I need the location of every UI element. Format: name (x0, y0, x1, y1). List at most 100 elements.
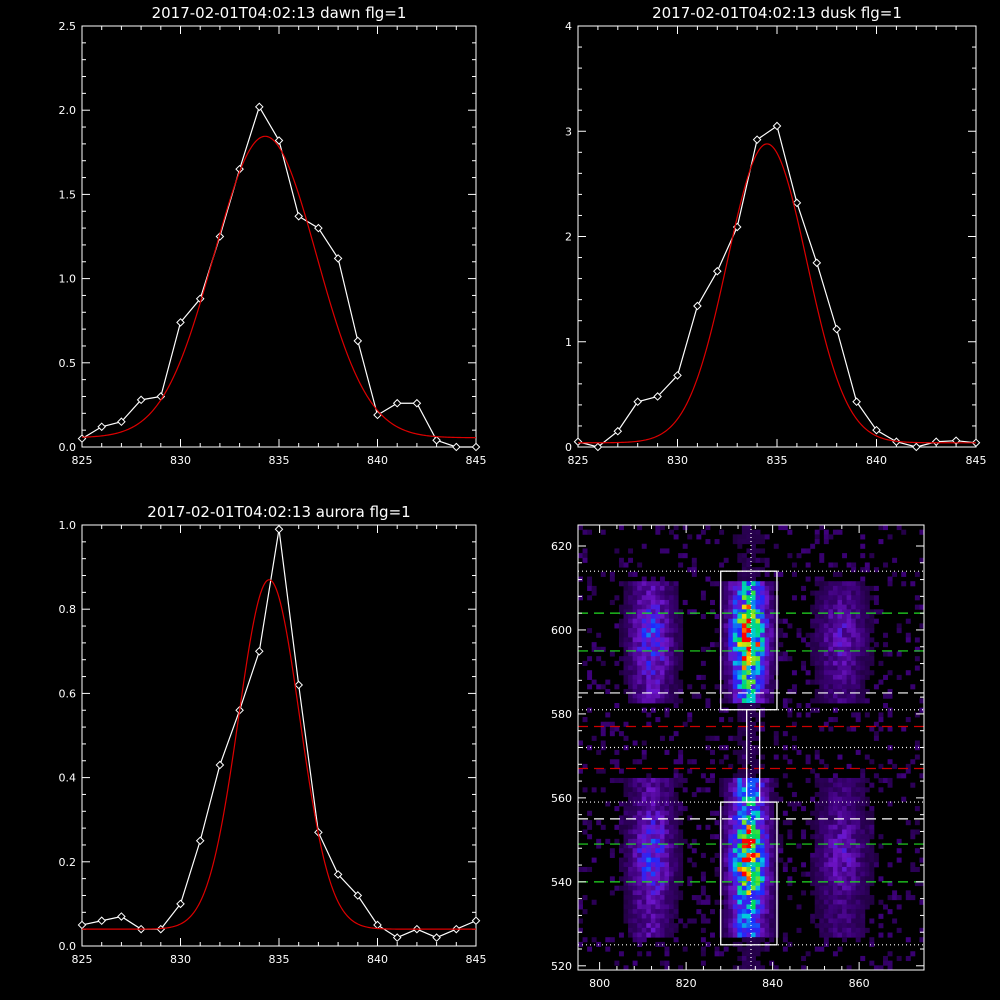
heatmap-cell (751, 918, 756, 924)
heatmap-cell (659, 834, 665, 840)
heatmap-cell (741, 923, 747, 929)
heatmap-cell (855, 637, 861, 643)
heatmap-cell (628, 852, 634, 858)
heatmap-cell (851, 923, 857, 929)
heatmap-cell (623, 642, 629, 648)
heatmap-cell (851, 604, 857, 610)
heatmap-cell (864, 665, 870, 671)
heatmap-cell (623, 820, 629, 826)
heatmap-cell (641, 670, 647, 676)
heatmap-cell (910, 782, 916, 788)
heatmap-cell (855, 660, 861, 666)
heatmap-cell (837, 628, 843, 634)
heatmap-cell (628, 693, 634, 699)
heatmap-cell (741, 679, 747, 685)
heatmap-cell (741, 848, 747, 854)
heatmap-cell (751, 913, 756, 919)
heatmap-cell (746, 801, 752, 807)
heatmap-cell (746, 787, 752, 793)
heatmap-cell (650, 777, 656, 784)
heatmap-cell (710, 581, 715, 587)
heatmap-cell (837, 913, 843, 919)
heatmap-cell (773, 895, 779, 901)
heatmap-cell (678, 679, 684, 685)
heatmap-cell (791, 670, 797, 676)
heatmap-cell (637, 834, 643, 840)
heatmap-cell (628, 787, 634, 793)
x-tick-label: 825 (72, 953, 93, 966)
heatmap-cell (710, 834, 715, 840)
heatmap-cell (719, 777, 725, 784)
heatmap-cell (860, 679, 866, 685)
heatmap-cell (628, 820, 634, 826)
heatmap-cell (664, 810, 670, 816)
heatmap-cell (832, 679, 838, 685)
heatmap-cell (864, 642, 870, 648)
heatmap-cell (814, 876, 820, 882)
heatmap-cell (855, 632, 861, 638)
heatmap-cell (728, 735, 734, 741)
heatmap-cell (751, 951, 756, 957)
heatmap-cell (741, 885, 747, 891)
heatmap-cell (842, 923, 847, 929)
heatmap-cell (914, 806, 920, 812)
heatmap-cell (846, 866, 852, 873)
heatmap-cell (832, 838, 838, 844)
heatmap-cell (751, 595, 756, 601)
heatmap-cell (632, 801, 638, 807)
heatmap-cell (769, 628, 775, 634)
heatmap-cell (869, 726, 875, 732)
heatmap-cell (623, 595, 629, 601)
heatmap-cell (837, 698, 843, 704)
heatmap-cell (878, 923, 884, 929)
heatmap-cell (673, 525, 679, 531)
heatmap-cell (637, 937, 643, 943)
heatmap-cell (746, 637, 752, 643)
heatmap-cell (655, 698, 661, 704)
heatmap-cell (805, 548, 811, 554)
heatmap-cell (760, 628, 766, 634)
heatmap-cell (851, 782, 857, 788)
heatmap-cell (860, 599, 866, 606)
heatmap-cell (778, 618, 784, 624)
heatmap-cell (632, 642, 638, 648)
heatmap-cell (700, 646, 706, 652)
heatmap-cell (855, 838, 861, 844)
heatmap-cell (828, 726, 834, 732)
heatmap-cell (628, 698, 634, 704)
y-tick-label: 0.2 (59, 856, 77, 869)
heatmap-cell (832, 614, 838, 620)
heatmap-cell (851, 646, 857, 652)
heatmap-cell (864, 614, 870, 620)
heatmap-cell (618, 581, 624, 587)
heatmap-cell (591, 642, 597, 648)
heatmap-cell (842, 642, 847, 648)
heatmap-cell (896, 955, 902, 962)
heatmap-cell (746, 965, 752, 971)
data-point (451, 442, 461, 452)
heatmap-cell (664, 698, 670, 704)
heatmap-cell (842, 632, 847, 638)
heatmap-cell (637, 806, 643, 812)
heatmap-cell (650, 843, 656, 849)
data-point (176, 899, 185, 909)
heatmap-cell (618, 609, 624, 615)
heatmap-cell (673, 801, 679, 807)
heatmap-cell (687, 567, 693, 573)
heatmap-cell (846, 646, 852, 652)
heatmap-cell (614, 623, 620, 629)
heatmap-cell (823, 698, 829, 704)
heatmap-cell (769, 777, 775, 784)
heatmap-cell (764, 684, 770, 690)
heatmap-cell (746, 768, 752, 774)
heatmap-cell (814, 698, 820, 704)
heatmap-cell (719, 806, 725, 812)
heatmap-cell (842, 838, 847, 844)
heatmap-cell (632, 824, 638, 830)
heatmap-cell (755, 567, 761, 573)
heatmap-cell (641, 707, 647, 713)
heatmap-cell (641, 937, 647, 943)
heatmap-cell (710, 810, 715, 816)
heatmap-cell (732, 665, 738, 671)
heatmap-cell (714, 946, 720, 952)
